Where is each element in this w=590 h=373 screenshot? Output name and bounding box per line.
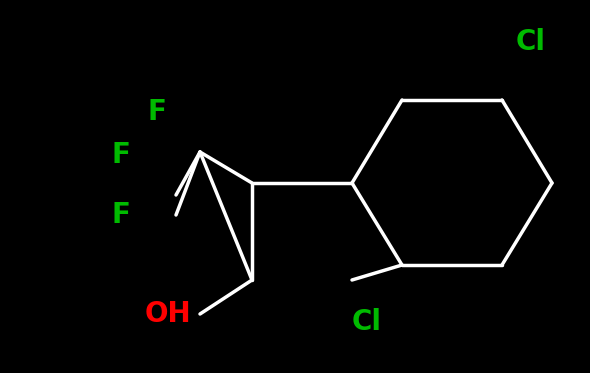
Text: OH: OH xyxy=(145,300,191,328)
Text: F: F xyxy=(112,141,131,169)
Text: Cl: Cl xyxy=(516,28,546,56)
Text: F: F xyxy=(112,201,131,229)
Text: Cl: Cl xyxy=(352,308,382,336)
Text: F: F xyxy=(148,98,167,126)
